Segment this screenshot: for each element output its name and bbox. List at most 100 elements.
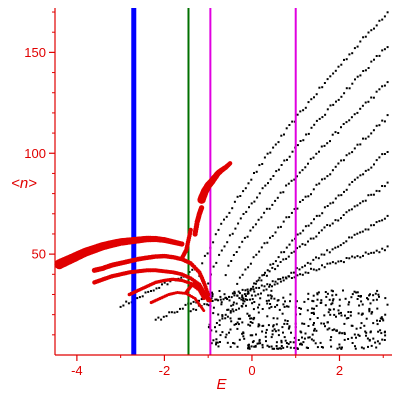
data-point xyxy=(290,271,293,274)
data-point xyxy=(378,220,381,223)
data-point xyxy=(230,320,233,323)
data-point xyxy=(310,338,313,341)
data-point xyxy=(277,168,280,171)
data-point xyxy=(361,303,364,306)
data-point xyxy=(220,303,223,306)
data-point xyxy=(236,321,239,324)
data-point xyxy=(217,228,220,231)
data-point xyxy=(284,300,286,303)
data-point xyxy=(169,280,172,283)
data-point xyxy=(268,270,271,273)
data-point xyxy=(373,163,375,166)
data-point xyxy=(241,288,244,291)
data-point xyxy=(300,307,302,310)
data-point xyxy=(348,209,351,212)
data-point xyxy=(342,159,345,162)
data-point xyxy=(241,332,244,335)
data-point xyxy=(383,120,386,123)
data-point xyxy=(251,298,254,301)
data-point xyxy=(258,164,261,167)
data-point xyxy=(189,302,192,305)
data-point xyxy=(200,298,203,301)
data-point xyxy=(299,140,302,142)
data-point xyxy=(353,147,356,150)
data-point xyxy=(303,322,306,325)
data-point xyxy=(343,322,346,325)
data-point xyxy=(296,247,298,250)
data-point xyxy=(223,293,226,296)
data-point xyxy=(313,313,315,315)
data-point xyxy=(342,123,345,125)
data-point xyxy=(356,255,359,258)
data-point xyxy=(348,301,351,304)
data-point xyxy=(366,337,369,340)
data-point xyxy=(218,319,221,322)
highlight-point xyxy=(227,161,233,166)
data-point xyxy=(138,296,141,299)
data-point xyxy=(378,295,380,298)
data-point xyxy=(231,308,234,311)
data-point xyxy=(224,336,227,339)
data-point xyxy=(337,98,340,101)
data-point xyxy=(248,347,251,350)
data-point xyxy=(287,327,290,330)
data-point xyxy=(217,299,219,302)
data-point xyxy=(257,218,260,221)
data-point xyxy=(316,293,319,296)
data-point xyxy=(241,296,244,298)
data-point xyxy=(331,169,334,172)
data-point xyxy=(367,31,370,34)
data-point xyxy=(307,347,309,349)
data-point xyxy=(238,307,240,310)
data-point xyxy=(359,295,362,298)
data-point xyxy=(224,274,227,277)
data-point xyxy=(335,293,338,296)
data-point xyxy=(243,300,246,303)
data-point xyxy=(312,323,315,326)
data-point xyxy=(325,295,328,298)
data-point xyxy=(310,126,313,129)
data-point xyxy=(274,305,277,308)
data-point xyxy=(260,279,263,282)
data-point xyxy=(272,146,275,149)
data-point xyxy=(296,175,298,178)
data-point xyxy=(372,251,375,254)
data-point xyxy=(326,292,329,295)
data-point xyxy=(375,90,378,93)
data-point xyxy=(271,266,274,269)
data-point xyxy=(343,338,346,341)
data-point xyxy=(337,194,340,197)
highlight-point xyxy=(202,296,206,301)
data-point xyxy=(348,53,351,56)
data-point xyxy=(351,293,354,296)
data-point xyxy=(370,224,373,227)
data-point xyxy=(342,289,344,292)
data-point xyxy=(311,307,314,310)
data-point xyxy=(301,322,304,325)
data-point xyxy=(345,87,348,90)
data-point xyxy=(312,311,315,314)
data-point xyxy=(220,222,223,225)
data-point xyxy=(324,304,327,307)
data-point xyxy=(372,96,375,99)
data-point xyxy=(343,333,346,335)
data-point xyxy=(386,151,389,153)
data-point xyxy=(335,315,337,318)
data-point xyxy=(281,326,284,329)
data-point xyxy=(374,341,377,344)
data-point xyxy=(299,273,302,276)
data-point xyxy=(316,298,319,301)
data-point xyxy=(316,346,319,349)
data-point xyxy=(381,85,384,88)
data-point xyxy=(338,312,340,315)
data-point xyxy=(267,294,270,297)
ticks-layer: -4 -2 0 2 50 100 150 xyxy=(24,11,384,378)
data-point xyxy=(302,139,305,142)
data-point xyxy=(246,312,249,315)
data-point xyxy=(367,228,370,231)
data-point xyxy=(236,294,239,297)
data-point xyxy=(326,224,329,226)
data-point xyxy=(220,301,223,304)
data-point xyxy=(332,298,335,301)
data-point xyxy=(218,290,221,292)
